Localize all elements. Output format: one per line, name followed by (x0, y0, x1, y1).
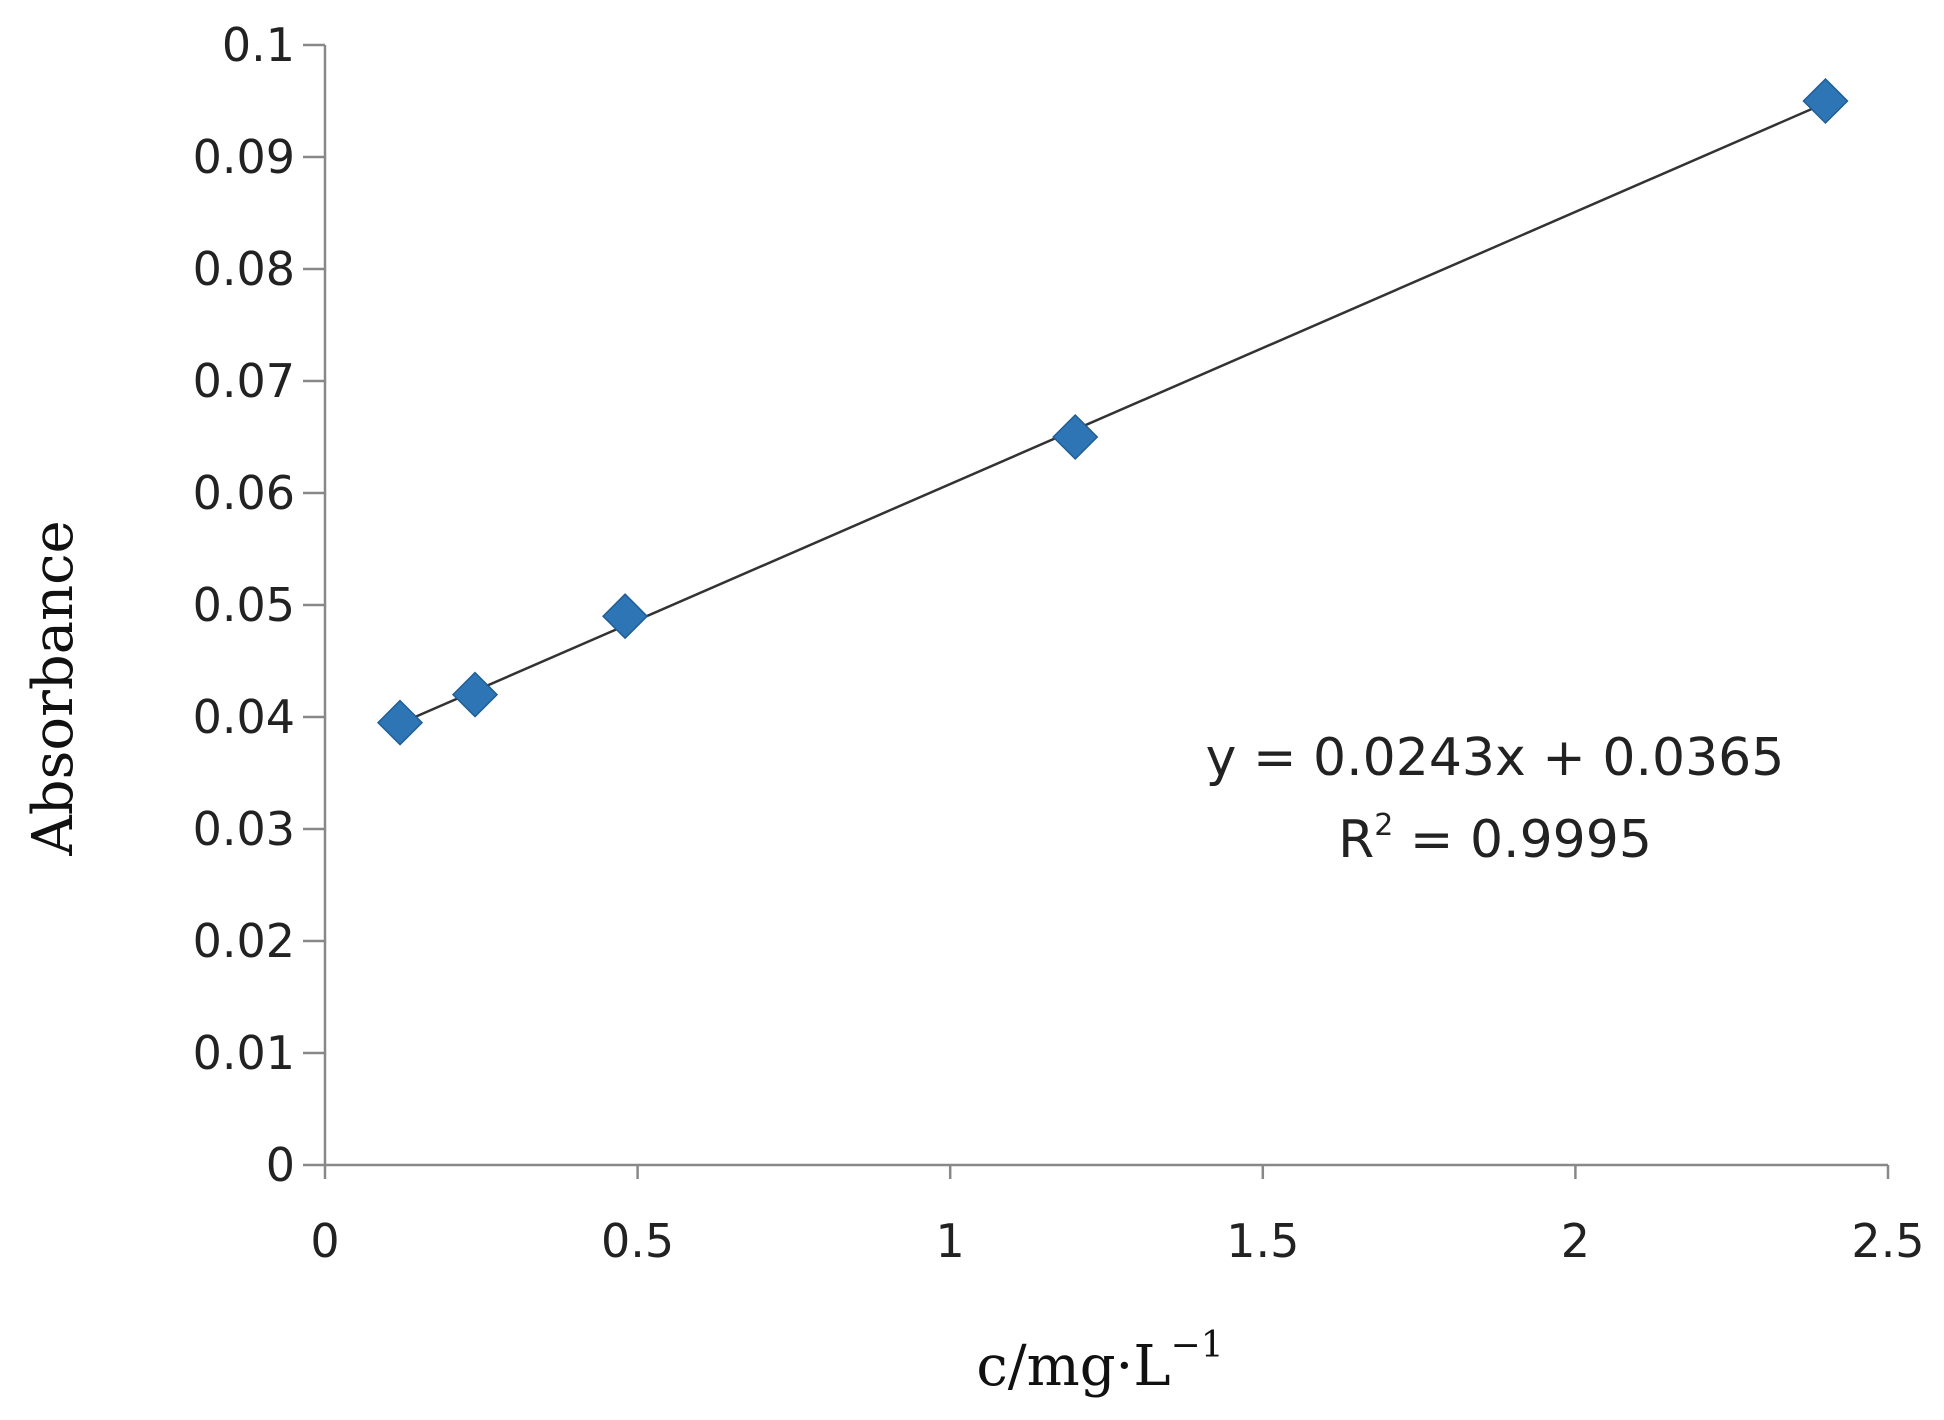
y-tick-label: 0.06 (193, 466, 295, 520)
data-point (1802, 77, 1849, 125)
x-tick-label: 0.5 (601, 1214, 674, 1268)
data-point (376, 699, 424, 746)
data-point (451, 671, 499, 718)
y-axis-title: Absorbance (21, 520, 86, 856)
y-tick-label: 0.07 (193, 354, 295, 408)
data-point (602, 593, 649, 640)
y-tick-label: 0.04 (193, 690, 295, 744)
x-tick-label: 0 (310, 1214, 339, 1268)
y-tick-label: 0.02 (193, 914, 295, 968)
y-tick-label: 0.01 (193, 1026, 295, 1080)
y-tick-label: 0 (266, 1138, 295, 1192)
y-tick-label: 0.1 (222, 18, 295, 72)
linear-trendline (399, 101, 1826, 725)
x-tick-label: 2.5 (1851, 1214, 1924, 1268)
axes (323, 45, 1888, 1167)
y-tick-label: 0.05 (193, 578, 295, 632)
x-tick-label: 1 (936, 1214, 965, 1268)
y-tick-label: 0.09 (193, 130, 295, 184)
x-tick-label: 2 (1561, 1214, 1590, 1268)
r-squared-label: R2 = 0.9995 (1338, 808, 1652, 870)
x-ticks: 0 0.5 1 1.5 2 2.5 (310, 1165, 1925, 1268)
x-axis-title: c/mg·L−1 (976, 1325, 1223, 1399)
y-ticks: 0 0.01 0.02 0.03 0.04 0.05 0.06 0.07 0.08 0.09 0.1 (193, 18, 325, 1192)
y-tick-label: 0.08 (193, 242, 295, 296)
data-points (376, 77, 1849, 746)
trendline-equation: y = 0.0243x + 0.0365 (1206, 728, 1785, 788)
data-point (1052, 413, 1099, 461)
y-tick-label: 0.03 (193, 802, 295, 856)
x-tick-label: 1.5 (1226, 1214, 1299, 1268)
